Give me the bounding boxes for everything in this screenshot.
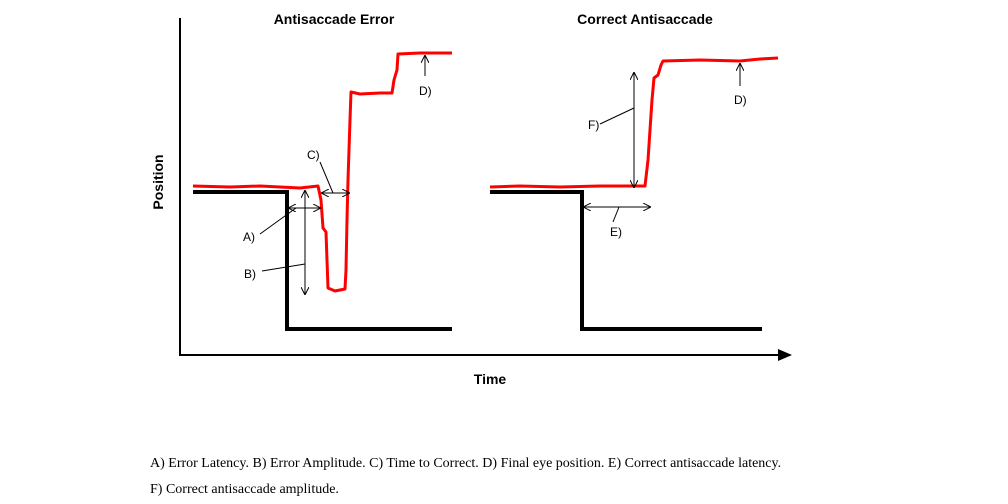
annotation-d-right-label: D) <box>734 93 747 107</box>
annotation-b-label: B) <box>244 267 256 281</box>
figure-caption: A) Error Latency. B) Error Amplitude. C)… <box>150 451 950 503</box>
annotation-e-leader <box>612 206 620 223</box>
annotation-f-label: F) <box>588 118 599 132</box>
annotation-c-leader <box>319 161 334 194</box>
right-target-trace <box>490 190 762 331</box>
annotation-d-left-label: D) <box>419 84 432 98</box>
x-axis-label: Time <box>474 371 507 387</box>
right-panel-title: Correct Antisaccade <box>577 11 713 27</box>
y-axis-label: Position <box>150 154 166 209</box>
caption-line-2: F) Correct antisaccade amplitude. <box>150 482 339 497</box>
annotation-c-label: C) <box>307 148 320 162</box>
annotation-a-label: A) <box>243 230 255 244</box>
left-target-trace <box>193 190 452 331</box>
annotation-e-label: E) <box>610 225 622 239</box>
right-eye-trace <box>489 56 779 189</box>
annotation-b-leader <box>261 263 306 272</box>
annotation-f-leader <box>599 107 635 125</box>
left-panel-title: Antisaccade Error <box>274 11 395 27</box>
caption-line-1: A) Error Latency. B) Error Amplitude. C)… <box>150 456 782 471</box>
annotation-a-leader <box>259 207 297 235</box>
left-eye-trace <box>192 51 452 293</box>
